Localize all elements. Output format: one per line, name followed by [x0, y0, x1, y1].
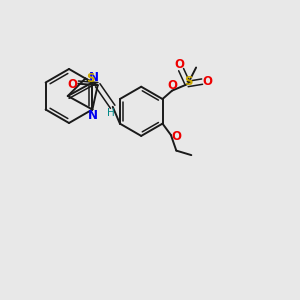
Text: H: H — [107, 108, 115, 118]
Text: O: O — [167, 79, 177, 92]
Text: O: O — [171, 130, 181, 143]
Text: O: O — [202, 74, 212, 88]
Text: S: S — [87, 72, 95, 85]
Text: S: S — [184, 75, 193, 88]
Text: O: O — [175, 58, 184, 71]
Text: N: N — [89, 70, 99, 84]
Text: N: N — [87, 109, 98, 122]
Text: O: O — [68, 78, 78, 91]
